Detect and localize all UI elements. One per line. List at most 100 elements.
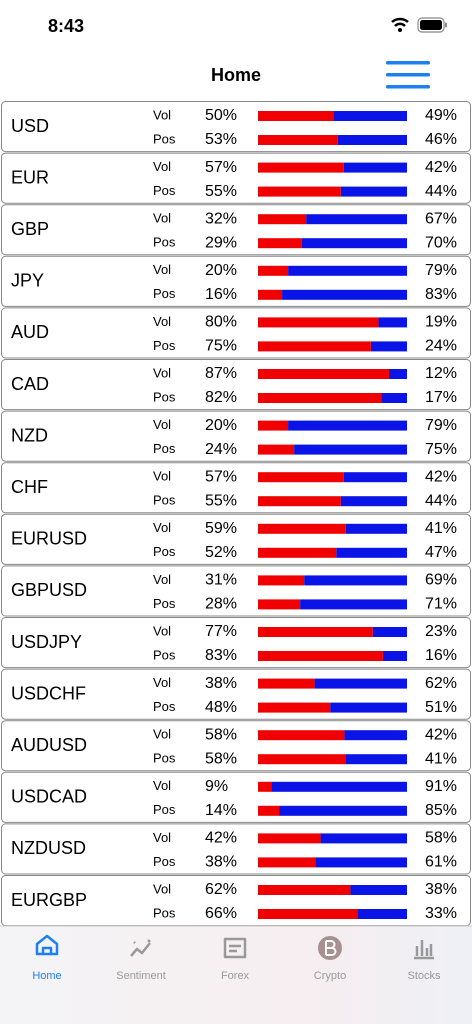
- left-percent: 9%: [205, 778, 228, 795]
- right-percent: 58%: [425, 830, 457, 847]
- right-percent: 62%: [425, 675, 457, 692]
- bar-left: [258, 317, 379, 328]
- tab-label: Forex: [221, 970, 250, 982]
- metric-label: Pos: [153, 389, 176, 404]
- currency-row[interactable]: NZD Vol 20% 79% Pos 24% 75%: [1, 410, 471, 462]
- right-percent: 71%: [425, 596, 457, 613]
- tab[interactable]: Sentiment: [116, 939, 166, 982]
- currency-row[interactable]: AUD Vol 80% 19% Pos 75% 24%: [1, 307, 471, 359]
- tab-label: Stocks: [407, 970, 441, 982]
- tab-icon: [414, 940, 434, 960]
- bar-right: [340, 496, 407, 507]
- bar-left: [258, 523, 346, 534]
- bar-left: [258, 678, 315, 689]
- left-percent: 42%: [205, 830, 237, 847]
- bar-left: [258, 496, 341, 507]
- bar-right: [337, 135, 407, 145]
- currency-row[interactable]: GBP Vol 32% 67% Pos 29% 70%: [1, 204, 471, 256]
- currency-row[interactable]: AUDUSD Vol 58% 42% Pos 58% 41%: [1, 720, 471, 772]
- tab[interactable]: Home: [32, 934, 62, 982]
- currency-row[interactable]: GBPUSD Vol 31% 69% Pos 28% 71%: [1, 565, 471, 617]
- right-percent: 79%: [425, 262, 457, 279]
- currency-name: NZDUSD: [11, 838, 86, 858]
- metric-label: Vol: [153, 520, 171, 535]
- metric-label: Pos: [153, 131, 176, 146]
- bar-left: [258, 214, 307, 225]
- left-percent: 20%: [205, 417, 237, 434]
- right-percent: 19%: [425, 314, 457, 331]
- bar-right: [271, 781, 407, 792]
- right-percent: 16%: [425, 647, 457, 664]
- left-percent: 59%: [205, 520, 237, 537]
- bar-right: [314, 678, 407, 689]
- bar-right: [320, 833, 407, 844]
- currency-name: EUR: [11, 167, 49, 187]
- tab[interactable]: Forex: [221, 937, 250, 982]
- metric-label: Pos: [153, 802, 176, 817]
- left-percent: 32%: [205, 210, 237, 227]
- right-percent: 17%: [425, 389, 457, 406]
- status-icons: [391, 17, 447, 33]
- currency-name: GBPUSD: [11, 580, 87, 600]
- metric-label: Vol: [153, 778, 171, 793]
- bar-right: [378, 317, 407, 328]
- right-percent: 44%: [425, 183, 457, 200]
- currency-row[interactable]: JPY Vol 20% 79% Pos 16% 83%: [1, 255, 471, 307]
- left-percent: 20%: [205, 262, 237, 279]
- tab-label: Home: [32, 970, 61, 982]
- bar-left: [258, 444, 295, 455]
- bar-left: [258, 730, 345, 741]
- bar-right: [372, 627, 407, 637]
- currency-name: EURUSD: [11, 529, 87, 549]
- currency-name: EURGBP: [11, 890, 87, 910]
- bar-left: [258, 575, 305, 586]
- bar-left: [258, 857, 316, 868]
- right-percent: 41%: [425, 750, 457, 767]
- metric-label: Vol: [153, 572, 171, 587]
- bar-left: [258, 135, 338, 145]
- bar-right: [288, 265, 407, 276]
- bar-right: [370, 341, 407, 352]
- metric-label: Vol: [153, 469, 171, 484]
- metric-label: Pos: [153, 338, 176, 353]
- bar-right: [350, 885, 407, 895]
- metric-label: Vol: [153, 211, 171, 226]
- currency-name: USDCAD: [11, 787, 87, 807]
- right-percent: 91%: [425, 778, 457, 795]
- bar-right: [306, 214, 407, 225]
- bar-right: [357, 909, 407, 919]
- currency-row[interactable]: USD Vol 50% 49% Pos 53% 46%: [1, 101, 471, 153]
- currency-row[interactable]: EUR Vol 57% 42% Pos 55% 44%: [1, 152, 471, 204]
- left-percent: 24%: [205, 441, 237, 458]
- currency-row[interactable]: EURUSD Vol 59% 41% Pos 52% 47%: [1, 513, 471, 565]
- right-percent: 42%: [425, 159, 457, 176]
- tab-icon-glyph: [325, 940, 337, 956]
- currency-name: CHF: [11, 477, 48, 497]
- menu-button[interactable]: [386, 61, 430, 89]
- tab-label: Sentiment: [116, 970, 166, 982]
- right-percent: 83%: [425, 286, 457, 303]
- tab[interactable]: Stocks: [407, 940, 441, 982]
- metric-label: Pos: [153, 596, 176, 611]
- currency-row[interactable]: EURGBP Vol 62% 38% Pos 66% 33%: [1, 875, 471, 927]
- metric-label: Pos: [153, 647, 176, 662]
- currency-row[interactable]: USDCAD Vol 9% 91% Pos 14% 85%: [1, 771, 471, 823]
- bar-left: [258, 599, 301, 610]
- right-percent: 51%: [425, 699, 457, 716]
- tab[interactable]: Crypto: [314, 936, 346, 982]
- right-percent: 33%: [425, 905, 457, 922]
- currency-row[interactable]: CHF Vol 57% 42% Pos 55% 44%: [1, 462, 471, 514]
- currency-row[interactable]: CAD Vol 87% 12% Pos 82% 17%: [1, 359, 471, 411]
- bar-left: [258, 781, 272, 792]
- currency-row[interactable]: NZDUSD Vol 42% 58% Pos 38% 61%: [1, 823, 471, 875]
- left-percent: 80%: [205, 314, 237, 331]
- bar-left: [258, 833, 321, 844]
- bar-left: [258, 754, 346, 765]
- left-percent: 48%: [205, 699, 237, 716]
- currency-row[interactable]: USDJPY Vol 77% 23% Pos 83% 16%: [1, 617, 471, 669]
- metric-label: Vol: [153, 727, 171, 742]
- right-percent: 42%: [425, 468, 457, 485]
- currency-row[interactable]: USDCHF Vol 38% 62% Pos 48% 51%: [1, 668, 471, 720]
- currency-name: JPY: [11, 271, 44, 291]
- bar-right: [315, 857, 407, 868]
